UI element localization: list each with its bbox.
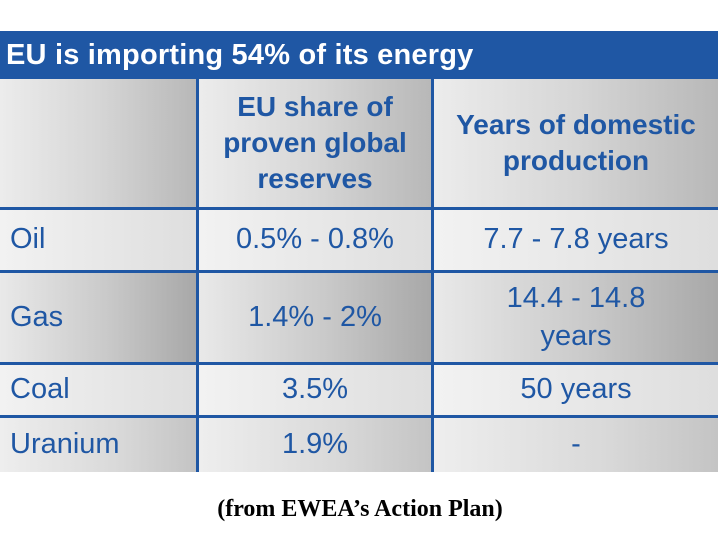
row-oil-share: 0.5% - 0.8% (199, 210, 434, 273)
header-cell-empty (0, 79, 199, 210)
header-cell-share: EU share of proven global reserves (199, 79, 434, 210)
header-cell-years: Years of domestic production (434, 79, 718, 210)
row-coal-resource: Coal (0, 365, 199, 418)
table-grid: EU share of proven global reserves Years… (0, 79, 718, 472)
energy-import-table: EU is importing 54% of its energy EU sha… (0, 31, 718, 472)
row-oil-resource: Oil (0, 210, 199, 273)
row-coal-share: 3.5% (199, 365, 434, 418)
row-uranium-share: 1.9% (199, 418, 434, 472)
row-uranium-years: - (434, 418, 718, 472)
row-oil-years: 7.7 - 7.8 years (434, 210, 718, 273)
row-gas-years: 14.4 - 14.8 years (434, 273, 718, 365)
table-title: EU is importing 54% of its energy (0, 31, 718, 79)
row-coal-years: 50 years (434, 365, 718, 418)
source-caption: (from EWEA’s Action Plan) (217, 496, 503, 522)
row-gas-share: 1.4% - 2% (199, 273, 434, 365)
row-uranium-resource: Uranium (0, 418, 199, 472)
row-gas-resource: Gas (0, 273, 199, 365)
